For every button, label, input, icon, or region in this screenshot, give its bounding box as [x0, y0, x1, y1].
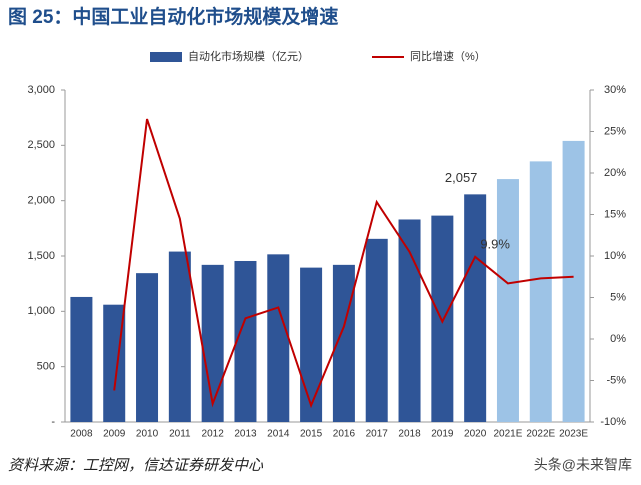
x-tick-label: 2017: [366, 429, 389, 440]
legend-swatch: [150, 52, 182, 62]
y2-tick-label: 10%: [604, 250, 626, 262]
bar: [464, 194, 487, 422]
bar: [431, 215, 454, 422]
y-tick-label: 1,000: [27, 305, 55, 317]
x-tick-label: 2022E: [526, 429, 555, 440]
y2-tick-label: 20%: [604, 167, 626, 179]
bar: [365, 238, 388, 422]
x-tick-label: 2013: [234, 429, 257, 440]
y-tick-label: 2,500: [27, 139, 55, 151]
bar: [398, 219, 421, 422]
x-tick-label: 2012: [202, 429, 225, 440]
x-tick-label: 2023E: [559, 429, 588, 440]
x-tick-label: 2016: [333, 429, 356, 440]
x-tick-label: 2010: [136, 429, 159, 440]
y2-tick-label: 15%: [604, 208, 626, 220]
bar: [136, 273, 159, 422]
bar: [168, 251, 191, 422]
y2-tick-label: 30%: [604, 84, 626, 96]
x-tick-label: 2014: [267, 429, 290, 440]
chart-title: 图 25：中国工业自动化市场规模及增速: [8, 5, 338, 28]
y-tick-label: 1,500: [27, 250, 55, 262]
y2-tick-label: -10%: [600, 416, 626, 428]
y2-tick-label: 25%: [604, 125, 626, 137]
watermark: 头条@未来智库: [534, 457, 632, 473]
bar: [300, 267, 323, 422]
x-tick-label: 2009: [103, 429, 126, 440]
x-tick-label: 2018: [398, 429, 421, 440]
x-tick-label: 2008: [70, 429, 93, 440]
bar: [234, 260, 257, 422]
bar: [496, 179, 519, 422]
bar: [103, 304, 126, 422]
y-tick-label: 3,000: [27, 84, 55, 96]
y-tick-label: 2,000: [27, 195, 55, 207]
y-tick-label: 500: [37, 361, 55, 373]
source: 资料来源：工控网，信达证券研发中心: [8, 457, 264, 474]
bar: [267, 254, 290, 422]
bar: [562, 140, 585, 422]
legend-label: 同比增速（%）: [410, 49, 486, 63]
y2-tick-label: 5%: [610, 291, 626, 303]
x-tick-label: 2011: [169, 429, 191, 440]
bar: [529, 161, 552, 422]
y2-tick-label: 0%: [610, 333, 626, 345]
y2-tick-label: -5%: [606, 374, 626, 386]
y-tick-label: -: [51, 416, 55, 428]
x-tick-label: 2015: [300, 429, 323, 440]
bar: [70, 296, 93, 422]
data-label: 2,057: [445, 170, 478, 185]
data-label: 9.9%: [480, 236, 510, 251]
x-tick-label: 2019: [431, 429, 454, 440]
legend-label: 自动化市场规模（亿元）: [188, 49, 309, 63]
bar: [201, 264, 224, 422]
x-tick-label: 2021E: [494, 429, 523, 440]
x-tick-label: 2020: [464, 429, 487, 440]
line: [113, 118, 574, 409]
